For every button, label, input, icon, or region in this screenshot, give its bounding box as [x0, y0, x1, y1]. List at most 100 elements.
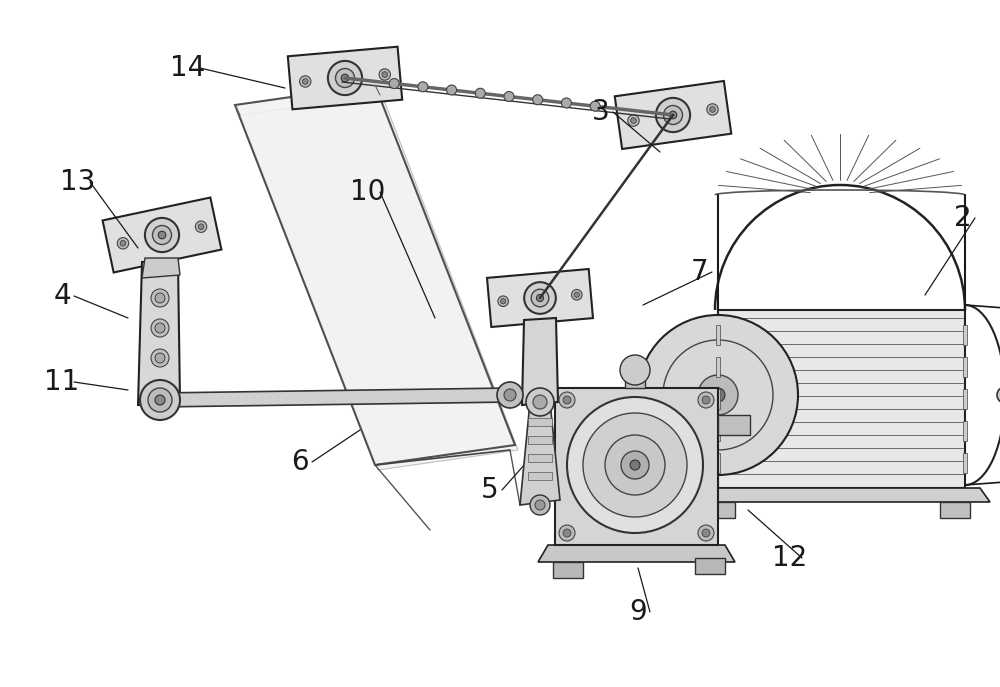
Circle shape [300, 76, 311, 87]
Circle shape [669, 111, 677, 119]
Polygon shape [718, 310, 965, 488]
Circle shape [530, 495, 550, 515]
Polygon shape [528, 436, 552, 444]
Circle shape [583, 413, 687, 517]
Circle shape [195, 221, 207, 232]
Circle shape [710, 106, 715, 112]
Circle shape [151, 349, 169, 367]
Circle shape [336, 69, 355, 87]
Circle shape [628, 115, 639, 126]
Circle shape [605, 435, 665, 495]
Polygon shape [522, 318, 558, 405]
Circle shape [711, 388, 725, 402]
Circle shape [698, 375, 738, 415]
Polygon shape [520, 402, 560, 505]
Circle shape [638, 315, 798, 475]
Text: 6: 6 [291, 448, 309, 476]
Polygon shape [716, 389, 720, 409]
Circle shape [501, 299, 506, 304]
Polygon shape [553, 562, 583, 578]
Text: 10: 10 [350, 178, 386, 206]
Circle shape [151, 289, 169, 307]
Circle shape [621, 451, 649, 479]
Polygon shape [142, 258, 180, 278]
Polygon shape [940, 502, 970, 518]
Circle shape [524, 282, 556, 314]
Polygon shape [716, 357, 720, 377]
Circle shape [698, 392, 714, 408]
Circle shape [497, 382, 523, 408]
Circle shape [140, 380, 180, 420]
Circle shape [563, 529, 571, 537]
Polygon shape [963, 389, 967, 409]
Circle shape [997, 387, 1000, 403]
Text: 2: 2 [954, 204, 972, 232]
Polygon shape [718, 415, 750, 435]
Circle shape [656, 98, 690, 132]
Circle shape [153, 225, 172, 245]
Circle shape [707, 104, 718, 115]
Circle shape [630, 460, 640, 470]
Circle shape [148, 388, 172, 412]
Polygon shape [963, 453, 967, 473]
Circle shape [302, 78, 308, 85]
Circle shape [526, 388, 554, 416]
Polygon shape [538, 545, 735, 562]
Circle shape [498, 296, 508, 306]
Circle shape [504, 389, 516, 401]
Text: 5: 5 [481, 476, 499, 504]
Text: 14: 14 [170, 54, 206, 82]
Text: 13: 13 [60, 168, 96, 196]
Circle shape [155, 395, 165, 405]
Circle shape [698, 525, 714, 541]
Circle shape [631, 117, 636, 124]
Text: 7: 7 [691, 258, 709, 286]
Polygon shape [235, 85, 515, 465]
Polygon shape [716, 325, 720, 345]
Circle shape [664, 106, 682, 124]
Text: 12: 12 [772, 544, 808, 572]
Circle shape [158, 232, 166, 239]
Text: 11: 11 [44, 368, 80, 396]
Circle shape [572, 289, 582, 300]
Circle shape [535, 500, 545, 510]
Circle shape [382, 71, 388, 78]
Polygon shape [625, 370, 645, 388]
Circle shape [531, 289, 549, 307]
Circle shape [536, 295, 544, 302]
Circle shape [447, 85, 457, 95]
Circle shape [120, 240, 126, 246]
Circle shape [328, 61, 362, 95]
Text: 3: 3 [592, 98, 610, 126]
Circle shape [418, 82, 428, 92]
Polygon shape [103, 198, 221, 273]
Circle shape [620, 355, 650, 385]
Polygon shape [716, 453, 720, 473]
Circle shape [590, 101, 600, 111]
Text: 4: 4 [53, 282, 71, 310]
Polygon shape [528, 418, 552, 426]
Polygon shape [690, 488, 990, 502]
Circle shape [702, 396, 710, 404]
Polygon shape [555, 388, 718, 545]
Circle shape [145, 218, 179, 252]
Circle shape [559, 392, 575, 408]
Circle shape [151, 319, 169, 337]
Circle shape [567, 397, 703, 533]
Polygon shape [158, 388, 512, 407]
Polygon shape [138, 262, 180, 405]
Polygon shape [716, 421, 720, 441]
Circle shape [155, 323, 165, 333]
Circle shape [117, 238, 129, 249]
Text: 9: 9 [629, 598, 647, 626]
Circle shape [563, 396, 571, 404]
Circle shape [561, 98, 571, 108]
Circle shape [475, 88, 485, 98]
Circle shape [155, 293, 165, 303]
Polygon shape [963, 421, 967, 441]
Polygon shape [528, 472, 552, 480]
Polygon shape [288, 47, 402, 109]
Circle shape [504, 91, 514, 102]
Circle shape [341, 74, 349, 82]
Circle shape [389, 78, 399, 89]
